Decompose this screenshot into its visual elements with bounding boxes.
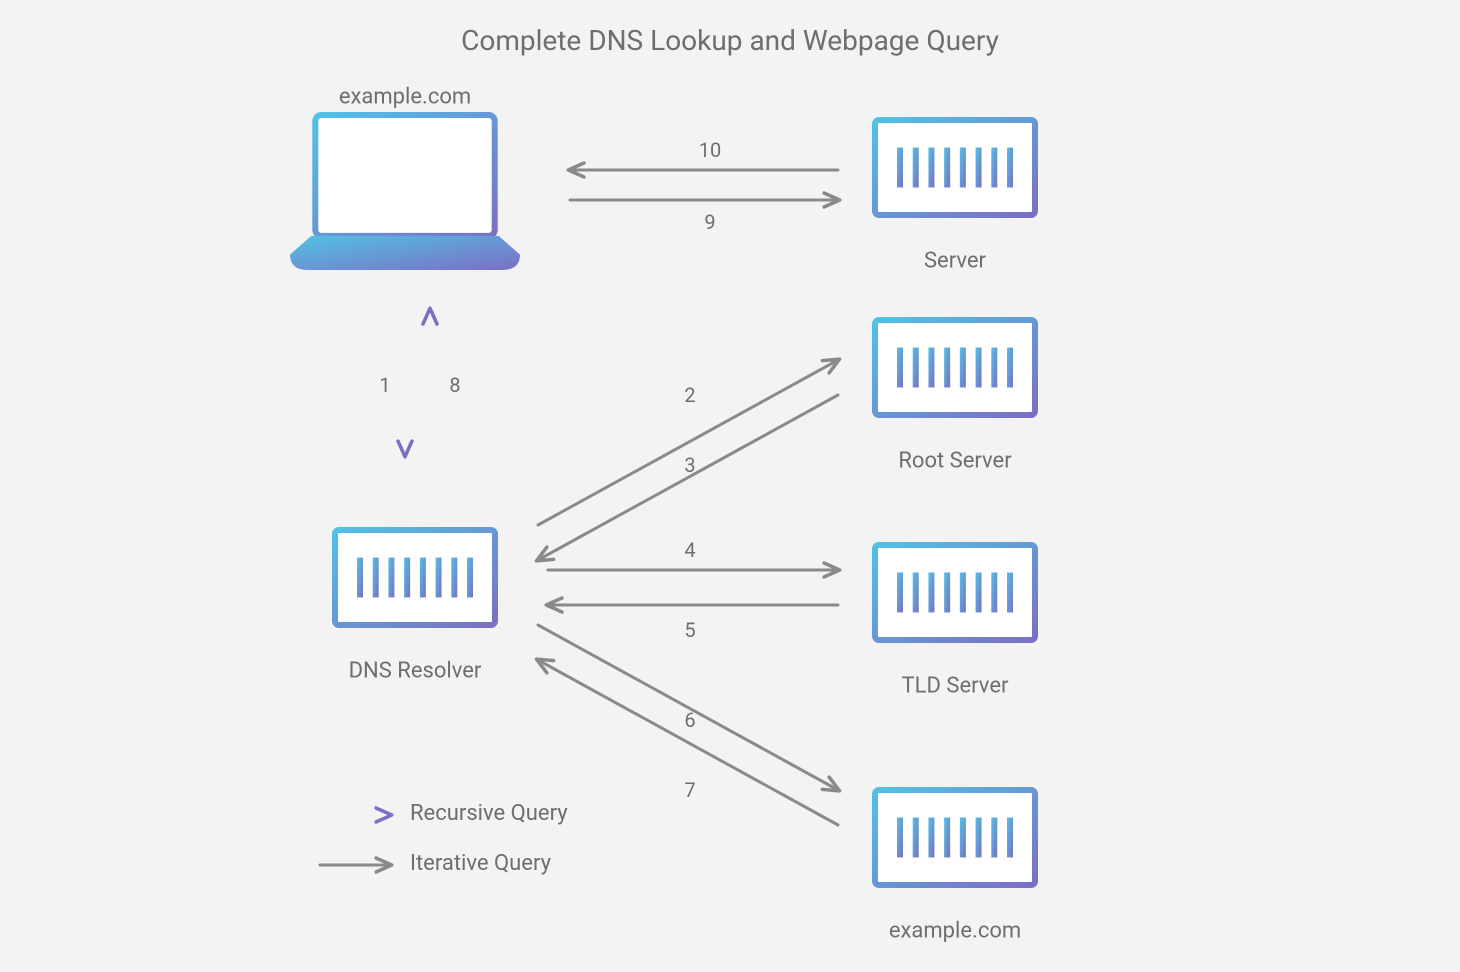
diagram-canvas xyxy=(0,0,1460,972)
step-label-2: 2 xyxy=(684,383,695,407)
root-label: Root Server xyxy=(898,449,1011,474)
tld-label: TLD Server xyxy=(902,674,1009,699)
tld-node xyxy=(875,545,1035,654)
legend-recursive-label: Recursive Query xyxy=(410,801,568,826)
step-label-3: 3 xyxy=(684,453,695,477)
step-label-7: 7 xyxy=(684,778,695,802)
auth-node xyxy=(875,790,1035,899)
step-label-4: 4 xyxy=(684,538,695,562)
step-label-5: 5 xyxy=(684,618,695,642)
legend-iterative-label: Iterative Query xyxy=(410,851,551,876)
resolver-label: DNS Resolver xyxy=(349,659,482,684)
server-node xyxy=(875,120,1035,229)
client-node xyxy=(290,115,520,270)
step-label-10: 10 xyxy=(699,138,721,162)
edge-step-3 xyxy=(538,395,838,560)
auth-label: example.com xyxy=(889,919,1021,944)
step-label-8: 8 xyxy=(449,373,460,397)
step-label-9: 9 xyxy=(704,210,715,234)
step-label-1: 1 xyxy=(379,373,390,397)
root-node xyxy=(875,320,1035,429)
resolver-node xyxy=(335,530,495,639)
server-label: Server xyxy=(924,249,986,274)
client-label: example.com xyxy=(339,85,471,110)
step-label-6: 6 xyxy=(684,708,695,732)
